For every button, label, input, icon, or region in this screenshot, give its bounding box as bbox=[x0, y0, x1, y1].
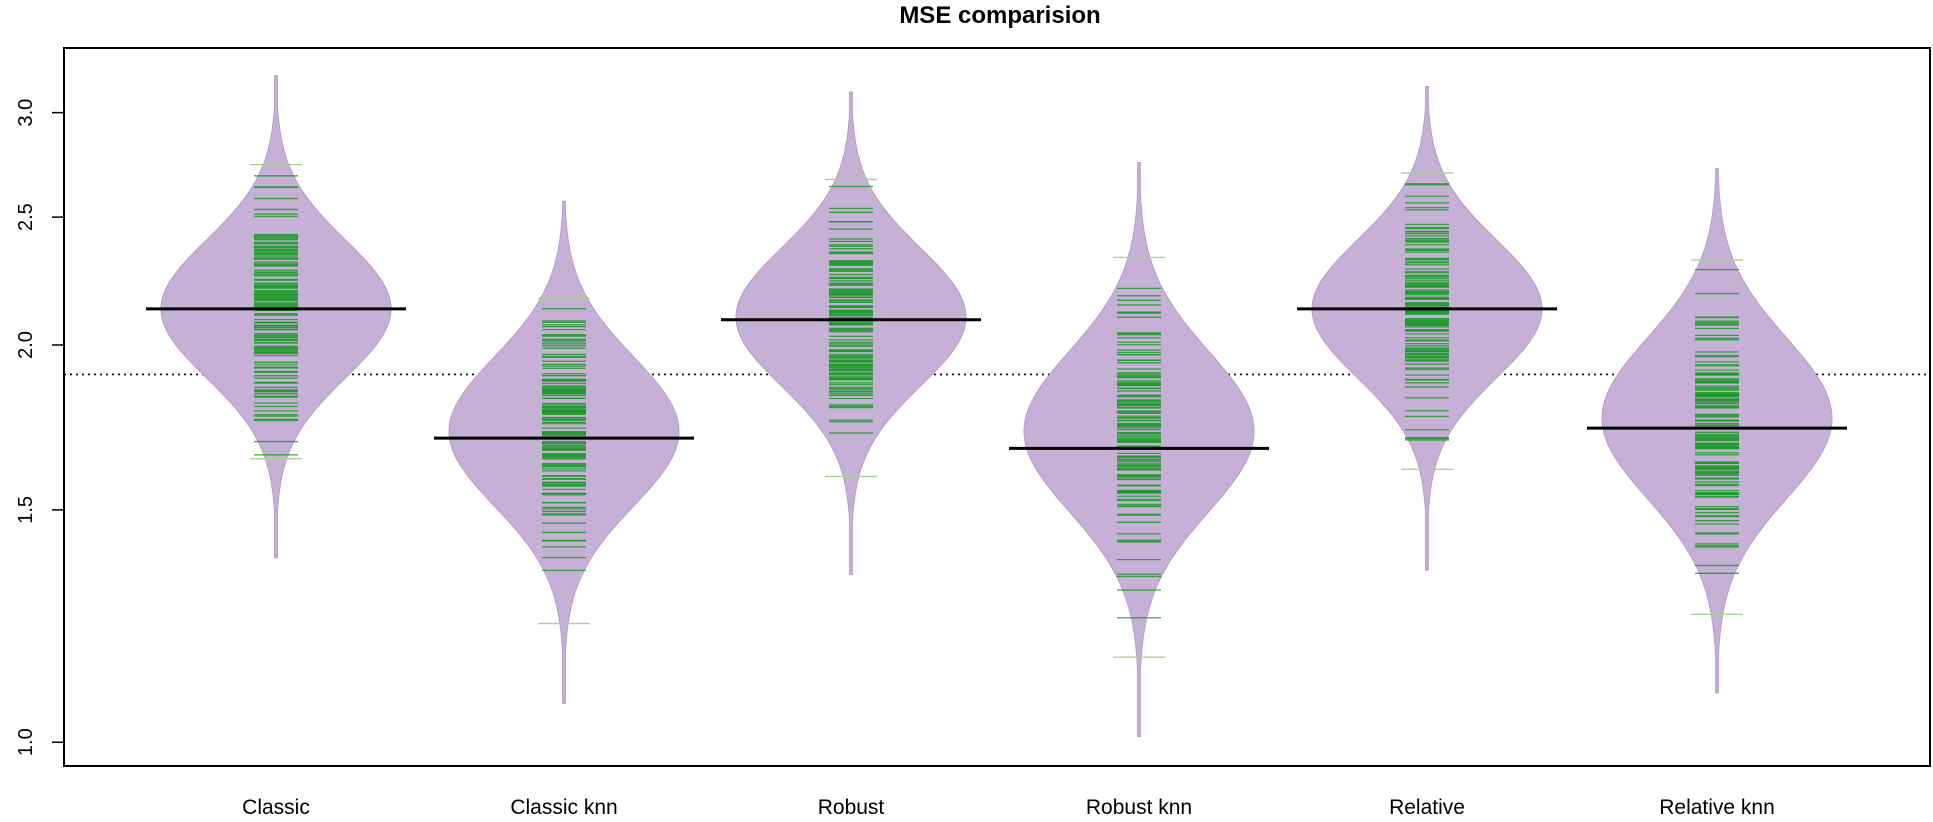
bean-observations bbox=[1113, 256, 1165, 658]
y-tick-label: 2.5 bbox=[15, 203, 37, 231]
bean-observations bbox=[1691, 259, 1743, 616]
x-tick-label: Classic knn bbox=[510, 796, 617, 819]
bean-shape bbox=[160, 75, 392, 559]
bean-classic-knn bbox=[434, 200, 694, 705]
x-tick-label: Robust knn bbox=[1086, 796, 1192, 819]
plot-frame bbox=[63, 47, 1931, 767]
bean-relative bbox=[1297, 85, 1557, 571]
bean-observations bbox=[250, 163, 302, 460]
bean-relative-knn bbox=[1587, 168, 1847, 694]
bean-observations bbox=[1401, 172, 1453, 471]
bean-shape bbox=[448, 200, 680, 705]
x-tick-label: Robust bbox=[818, 796, 885, 819]
x-tick-label: Relative bbox=[1389, 796, 1465, 819]
bean-shape bbox=[1601, 168, 1833, 694]
x-tick-label: Relative knn bbox=[1659, 796, 1775, 819]
bean-shape bbox=[1311, 85, 1543, 571]
beans-layer bbox=[64, 75, 1930, 738]
y-tick-label: 3.0 bbox=[15, 99, 37, 127]
bean-observations bbox=[825, 178, 877, 478]
bean-robust-knn bbox=[1009, 161, 1269, 738]
y-tick-label: 1.0 bbox=[15, 728, 37, 756]
y-tick-label: 1.5 bbox=[15, 496, 37, 524]
x-tick-label: Classic bbox=[242, 796, 310, 819]
bean-shape bbox=[735, 91, 967, 576]
bean-robust bbox=[721, 91, 981, 576]
chart-title: MSE comparision bbox=[899, 2, 1100, 29]
y-axis: 1.0 1.5 2.0 2.5 3.0 bbox=[15, 99, 64, 756]
bean-classic bbox=[146, 75, 406, 559]
bean-observations bbox=[538, 297, 590, 625]
x-axis-labels: Classic Classic knn Robust Robust knn Relati… bbox=[242, 796, 1775, 819]
y-tick-label: 2.0 bbox=[15, 331, 37, 359]
